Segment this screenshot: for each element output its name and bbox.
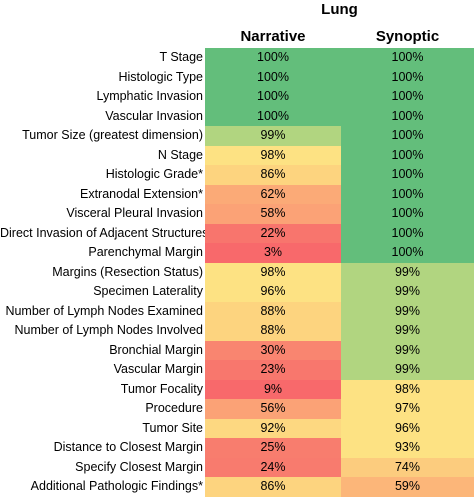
narrative-cell: 24%	[205, 457, 341, 477]
synoptic-cell: 100%	[341, 67, 474, 87]
narrative-cell: 96%	[205, 282, 341, 302]
row-label: Visceral Pleural Invasion	[66, 206, 203, 220]
table-row: Histologic Type 100% 100%	[0, 67, 474, 87]
narrative-cell: 58%	[205, 204, 341, 224]
table-row: Distance to Closest Margin 25% 93%	[0, 438, 474, 458]
synoptic-cell: 74%	[341, 457, 474, 477]
table-row: Specify Closest Margin 24% 74%	[0, 457, 474, 477]
table-row: Tumor Focality 9% 98%	[0, 379, 474, 399]
table-row: Bronchial Margin 30% 99%	[0, 340, 474, 360]
row-label: Bronchial Margin	[109, 342, 203, 357]
row-label: Lymphatic Invasion	[96, 89, 203, 103]
narrative-cell: 100%	[205, 106, 341, 126]
chart-title: Lung	[321, 1, 358, 18]
synoptic-cell: 100%	[341, 87, 474, 107]
narrative-cell: 88%	[205, 301, 341, 321]
narrative-cell: 92%	[205, 418, 341, 438]
synoptic-cell: 99%	[341, 282, 474, 302]
row-label: Additional Pathologic Findings*	[30, 479, 203, 493]
table-row: Vascular Margin 23% 99%	[0, 360, 474, 380]
narrative-cell: 3%	[205, 243, 341, 263]
synoptic-cell: 99%	[341, 340, 474, 360]
narrative-cell: 100%	[205, 67, 341, 87]
row-label: T Stage	[159, 50, 203, 64]
row-label: Histologic Type	[118, 69, 203, 84]
narrative-cell: 100%	[205, 48, 341, 68]
heatmap-table: T Stage 100% 100% Histologic Type 100% 100% Ly…	[0, 48, 474, 497]
narrative-cell: 98%	[205, 262, 341, 282]
synoptic-cell: 93%	[341, 438, 474, 458]
synoptic-cell: 100%	[341, 165, 474, 185]
row-label: Vascular Margin	[113, 362, 203, 376]
row-label: Histologic Grade*	[105, 167, 203, 181]
table-row: N Stage 98% 100%	[0, 145, 474, 165]
synoptic-cell: 100%	[341, 184, 474, 204]
narrative-cell: 98%	[205, 145, 341, 165]
row-label: Vascular Invasion	[105, 108, 203, 123]
table-row: Additional Pathologic Findings* 86% 59%	[0, 477, 474, 497]
row-label: Number of Lymph Nodes Involved	[14, 323, 203, 337]
table-row: Lymphatic Invasion 100% 100%	[0, 87, 474, 107]
synoptic-cell: 59%	[341, 477, 474, 497]
narrative-cell: 22%	[205, 223, 341, 243]
synoptic-cell: 100%	[341, 48, 474, 68]
table-row: Vascular Invasion 100% 100%	[0, 106, 474, 126]
synoptic-cell: 98%	[341, 379, 474, 399]
table-row: Number of Lymph Nodes Examined 88% 99%	[0, 301, 474, 321]
narrative-cell: 88%	[205, 321, 341, 341]
synoptic-cell: 100%	[341, 126, 474, 146]
table-row: Tumor Site 92% 96%	[0, 418, 474, 438]
row-label: Tumor Size (greatest dimension)	[22, 128, 203, 142]
narrative-cell: 99%	[205, 126, 341, 146]
table-row: Direct Invasion of Adjacent Structures 22…	[0, 223, 474, 243]
table-row: Extranodal Extension* 62% 100%	[0, 184, 474, 204]
narrative-cell: 23%	[205, 360, 341, 380]
row-label: Specify Closest Margin	[75, 459, 203, 474]
row-label: Margins (Resection Status)	[52, 264, 203, 279]
table-row: Specimen Laterality 96% 99%	[0, 282, 474, 302]
row-label: Tumor Site	[142, 420, 203, 435]
row-label: Parenchymal Margin	[88, 245, 203, 259]
narrative-cell: 86%	[205, 477, 341, 497]
synoptic-cell: 99%	[341, 301, 474, 321]
synoptic-cell: 100%	[341, 106, 474, 126]
row-label: Extranodal Extension*	[80, 186, 203, 201]
table-row: Margins (Resection Status) 98% 99%	[0, 262, 474, 282]
narrative-cell: 62%	[205, 184, 341, 204]
synoptic-cell: 100%	[341, 145, 474, 165]
synoptic-cell: 99%	[341, 262, 474, 282]
narrative-cell: 9%	[205, 379, 341, 399]
row-label: Specimen Laterality	[93, 284, 203, 298]
synoptic-cell: 99%	[341, 321, 474, 341]
narrative-cell: 30%	[205, 340, 341, 360]
column-header-synoptic: Synoptic	[375, 28, 440, 45]
narrative-cell: 86%	[205, 165, 341, 185]
table-row: Parenchymal Margin 3% 100%	[0, 243, 474, 263]
synoptic-cell: 97%	[341, 399, 474, 419]
synoptic-cell: 100%	[341, 223, 474, 243]
row-label: Number of Lymph Nodes Examined	[5, 303, 203, 318]
table-row: Histologic Grade* 86% 100%	[0, 165, 474, 185]
table-row: Visceral Pleural Invasion 58% 100%	[0, 204, 474, 224]
narrative-cell: 100%	[205, 87, 341, 107]
row-label: Tumor Focality	[120, 381, 203, 396]
row-label: Distance to Closest Margin	[53, 440, 203, 454]
row-label: N Stage	[157, 147, 203, 162]
table-row: Procedure 56% 97%	[0, 399, 474, 419]
synoptic-cell: 100%	[341, 204, 474, 224]
narrative-cell: 56%	[205, 399, 341, 419]
narrative-cell: 25%	[205, 438, 341, 458]
row-label: Procedure	[145, 401, 203, 415]
synoptic-cell: 100%	[341, 243, 474, 263]
synoptic-cell: 99%	[341, 360, 474, 380]
table-row: Number of Lymph Nodes Involved 88% 99%	[0, 321, 474, 341]
row-label: Direct Invasion of Adjacent Structures	[0, 225, 209, 240]
synoptic-cell: 96%	[341, 418, 474, 438]
column-header-narrative: Narrative	[240, 28, 306, 45]
table-row: T Stage 100% 100%	[0, 48, 474, 68]
table-row: Tumor Size (greatest dimension) 99% 100%	[0, 126, 474, 146]
